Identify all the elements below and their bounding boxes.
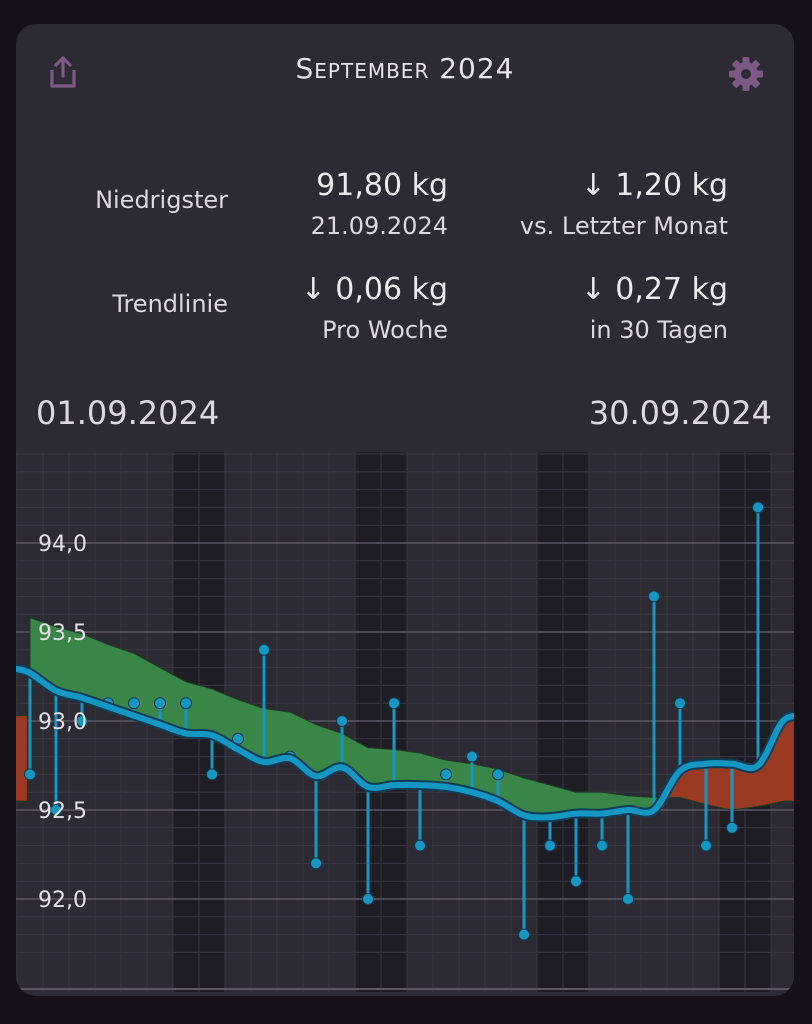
weekend-shade: [563, 452, 589, 992]
measurement-point: [76, 715, 88, 727]
trend-label: Trendlinie: [112, 290, 228, 318]
weight-chart[interactable]: 94,0 93,5 93,0 92,5 92,0: [16, 452, 794, 992]
measurement-point: [492, 768, 504, 781]
measurement-point: [726, 821, 738, 834]
stats-row-lowest: Niedrigster 91,80 kg 21.09.2024 ↓ 1,20 k…: [16, 164, 794, 244]
measurement-point: [310, 857, 322, 870]
measurement-point: [180, 697, 192, 710]
measurement-point: [24, 768, 36, 781]
y-tick-label: 93,5: [38, 621, 87, 646]
lowest-label: Niedrigster: [95, 186, 228, 214]
measurement-point: [336, 715, 348, 727]
trend-30-value: ↓ 0,27 kg: [580, 272, 728, 307]
weekend-shade: [355, 452, 381, 992]
lowest-date: 21.09.2024: [310, 212, 448, 240]
weekend-shade: [719, 452, 745, 992]
measurement-point: [362, 893, 374, 905]
y-tick-label: 92,0: [38, 888, 87, 913]
y-tick-label: 92,5: [38, 799, 87, 824]
lowest-value: 91,80 kg: [316, 168, 448, 203]
measurement-point: [570, 875, 582, 888]
measurement-point: [414, 839, 426, 852]
trend-weekly-label: Pro Woche: [322, 316, 448, 344]
measurement-point: [518, 928, 530, 941]
y-tick-label: 93,0: [38, 710, 87, 735]
measurement-point: [596, 839, 608, 852]
weekend-shade: [537, 452, 563, 992]
gear-icon[interactable]: [726, 54, 766, 94]
header: September 2024: [16, 24, 794, 120]
measurement-point: [700, 839, 712, 852]
measurement-point: [466, 750, 478, 763]
measurement-point: [206, 768, 218, 781]
y-tick-label: 94,0: [38, 532, 87, 557]
page-title: September 2024: [295, 52, 515, 85]
range-start-date: 01.09.2024: [36, 394, 220, 432]
trend-line: [16, 665, 794, 821]
band-area-above-trend: [16, 715, 28, 802]
measurement-point: [648, 590, 660, 603]
measurement-point: [674, 697, 686, 710]
measurement-point: [440, 768, 452, 781]
trend-30-label: in 30 Tagen: [589, 316, 728, 344]
stats-row-trend: Trendlinie ↓ 0,06 kg Pro Woche ↓ 0,27 kg…: [16, 268, 794, 348]
range-end-date: 30.09.2024: [588, 394, 772, 432]
measurement-point: [50, 804, 62, 816]
month-summary-card: September 2024 Niedrigster 91,80 kg 21.0…: [16, 24, 794, 996]
share-icon[interactable]: [46, 54, 80, 90]
measurement-point: [544, 839, 556, 852]
measurement-point: [128, 697, 140, 710]
vs-last-month-value: ↓ 1,20 kg: [580, 168, 728, 203]
measurement-point: [622, 893, 634, 905]
measurement-point: [752, 501, 764, 514]
measurement-point: [388, 697, 400, 710]
date-range: 01.09.2024 30.09.2024: [16, 394, 794, 434]
trend-weekly-value: ↓ 0,06 kg: [300, 272, 448, 307]
measurement-point: [154, 697, 166, 710]
vs-last-month-label: vs. Letzter Monat: [519, 212, 728, 240]
measurement-point: [258, 643, 270, 656]
